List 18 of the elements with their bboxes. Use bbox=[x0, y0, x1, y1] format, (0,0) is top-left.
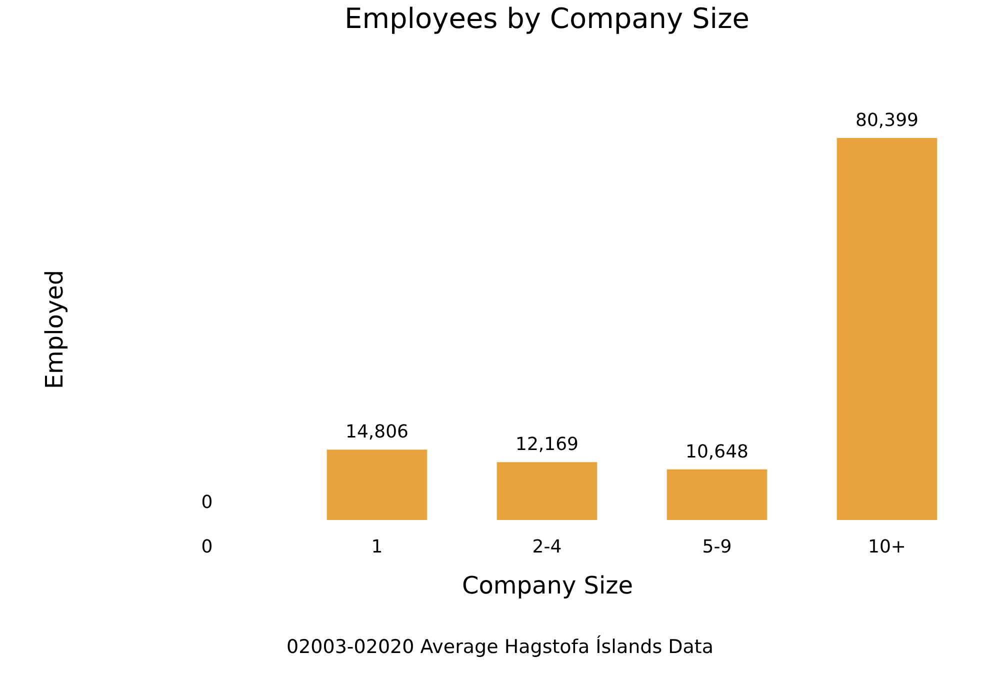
y-axis-title: Employed bbox=[40, 270, 68, 390]
data-label: 80,399 bbox=[856, 110, 918, 131]
x-axis-title: Company Size bbox=[462, 572, 634, 600]
x-tick-label: 10+ bbox=[868, 536, 906, 558]
bar bbox=[496, 462, 598, 520]
text: 02003-02020 Average Hagstofa Íslands Data bbox=[285, 636, 714, 658]
data-label: 14,806 bbox=[346, 422, 408, 443]
chart-title: Employees by Company Size bbox=[344, 2, 750, 35]
x-tick-label: 2-4 bbox=[532, 536, 562, 558]
bar bbox=[836, 138, 938, 520]
bar bbox=[666, 469, 768, 520]
data-label: 10,648 bbox=[686, 441, 748, 462]
x-tick-label: 5-9 bbox=[702, 536, 732, 558]
bar bbox=[326, 450, 428, 520]
x-tick-label: 1 bbox=[371, 536, 383, 558]
x-tick-label: 0 bbox=[201, 536, 213, 558]
data-label: 0 bbox=[201, 492, 213, 513]
data-label: 12,169 bbox=[516, 434, 578, 456]
